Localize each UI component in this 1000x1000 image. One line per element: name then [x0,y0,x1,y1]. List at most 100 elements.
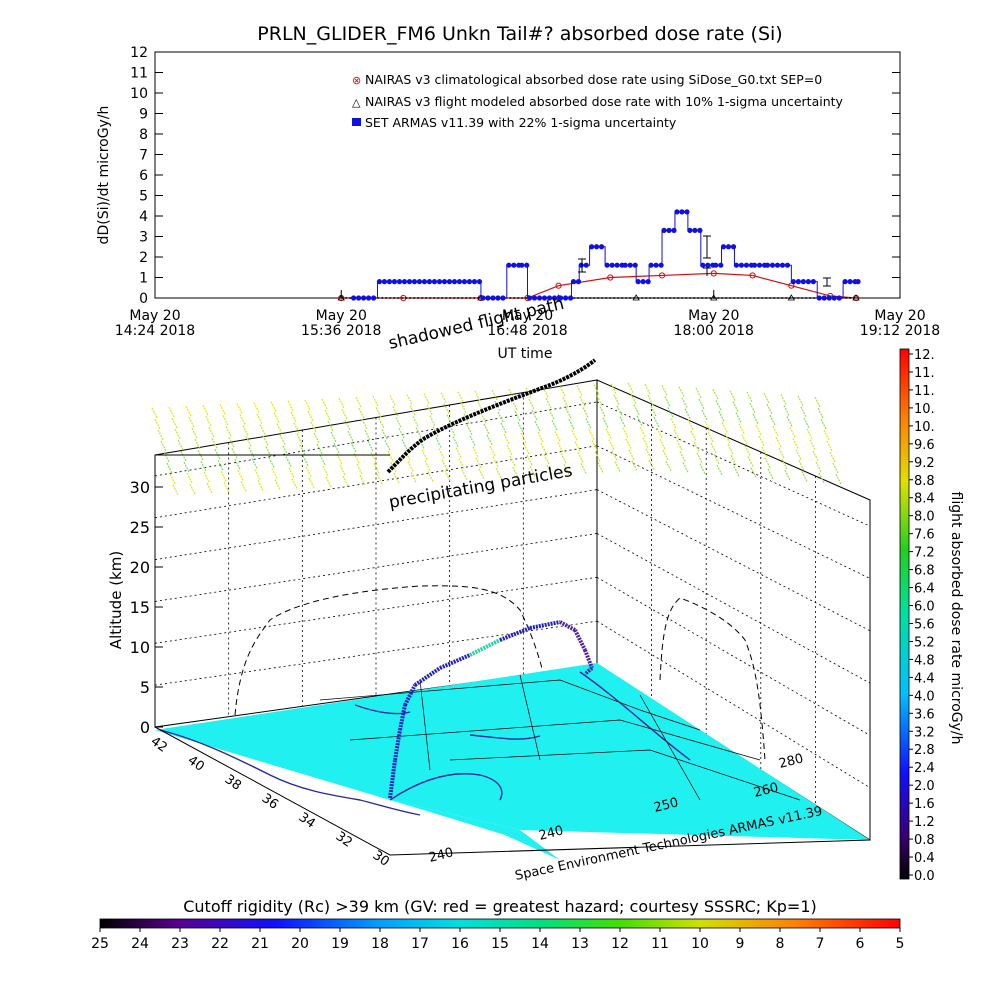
series-point [337,294,345,301]
dose-point [231,448,238,459]
dose-point [509,455,516,467]
dose-point [163,451,170,463]
series-point [658,262,664,268]
dose-point [659,438,666,450]
series-point [401,279,408,285]
dose-point [177,439,184,451]
dose-point [172,484,179,496]
dose-point [534,420,541,432]
dose-point [440,392,447,403]
series-point [692,227,698,233]
series-point [567,295,574,301]
dose-point [412,416,419,427]
series-point [471,279,478,285]
series-point [416,279,423,285]
dose-point [815,461,822,473]
series-point [852,294,860,301]
x-tick-label-date: May 20 [129,308,180,324]
v-tick-label: 8.4 [914,492,935,507]
v-tick-label: 8.8 [914,474,935,489]
dose-point [169,473,176,485]
h-tick-label: 17 [411,936,429,952]
dose-point [494,400,501,412]
dose-point [310,421,317,433]
dose-point [157,429,164,441]
series-point [546,295,553,301]
dose-point [423,393,430,404]
series-point [526,295,533,301]
series-point [562,295,569,301]
dose-point [151,407,158,419]
v-tick-label: 0.0 [914,869,935,884]
series-point [598,244,605,250]
flight-segment [573,629,587,651]
dose-point [616,405,623,416]
series-point [588,244,595,250]
dose-point [189,483,196,495]
dose-point [631,460,638,471]
dose-point [574,441,581,452]
series-point [674,209,680,215]
series-point [431,279,438,285]
dose-point [257,480,264,491]
v-tick-label: 10. [914,402,935,417]
series-point [800,279,806,285]
series-point [679,209,685,215]
dose-point [619,416,626,427]
dose-point [625,438,632,449]
dose-point [679,451,686,462]
series-point [519,262,525,268]
dose-point [721,422,728,433]
dose-point [341,408,348,420]
dose-point [611,450,618,461]
lat-tick-label: 32 [333,829,355,851]
dose-point [529,465,536,477]
series-point [831,295,837,301]
dose-point [769,414,776,426]
v-tick-label: 1.6 [914,797,935,812]
series-point [697,227,703,233]
series-point [666,227,672,233]
dose-point [673,429,680,440]
dose-point [361,418,368,430]
dose-point [251,458,258,469]
series-line [351,211,857,299]
dose-point [735,412,742,423]
series-point [531,295,538,301]
dose-point [426,404,433,415]
series-point [847,279,853,285]
dose-point [460,402,467,414]
series-point [836,295,842,301]
dose-point [648,459,655,471]
dose-point [630,393,637,405]
dose-point [387,451,394,462]
h-tick-label: 15 [491,936,509,952]
dose-rate-colorbar: 12. 11. 11. 10. 10. 9.6 9.2 8.8 8.4 8.0 7.6 7.2 6.8 6… [899,348,964,884]
dose-point [336,453,343,465]
dose-point [577,452,584,463]
flight-path-shadow [386,358,597,474]
dose-point [435,437,442,448]
dose-point [750,467,757,478]
dose-point [327,420,334,432]
v-tick-label: 0.8 [914,833,935,848]
dose-point [562,397,569,408]
dose-point [820,418,827,430]
dose-point [713,453,720,465]
v-tick-label: 11. [914,384,935,399]
series-point [451,279,458,285]
series-point [653,262,659,268]
dose-point [240,481,247,492]
dose-point [381,429,388,440]
flight-segment [388,759,397,799]
dose-point [559,386,566,397]
series-point [749,272,756,279]
dose-point [806,428,813,440]
series-point [855,279,861,285]
dose-point [580,463,587,474]
series-point [441,279,448,285]
dose-point [653,416,660,428]
dose-point [234,459,241,470]
dose-point [236,403,243,414]
